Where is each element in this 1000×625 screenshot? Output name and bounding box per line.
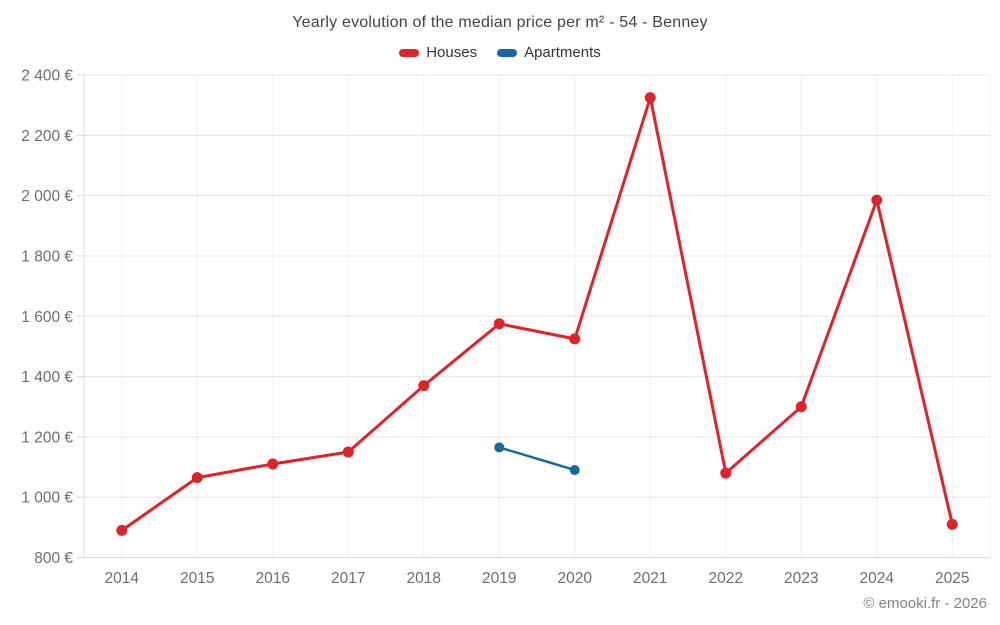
x-tick-label: 2018	[407, 570, 441, 587]
legend-label: Apartments	[524, 44, 601, 61]
y-tick-label: 2 200 €	[21, 128, 73, 145]
x-tick-label: 2014	[105, 570, 140, 587]
legend: Houses Apartments	[0, 44, 1000, 61]
x-tick-label: 2015	[180, 570, 214, 587]
x-tick-label: 2023	[784, 570, 818, 587]
data-point-houses-2019[interactable]	[493, 318, 505, 330]
legend-marker-houses	[399, 48, 420, 57]
y-tick-label: 1 400 €	[21, 369, 73, 386]
data-point-houses-2016[interactable]	[267, 458, 279, 470]
data-point-houses-2017[interactable]	[342, 446, 354, 458]
y-tick-label: 1 800 €	[21, 248, 73, 265]
y-tick-label: 2 000 €	[21, 188, 73, 205]
legend-marker-apartments	[497, 48, 518, 57]
x-tick-label: 2016	[256, 570, 290, 587]
data-point-houses-2014[interactable]	[116, 524, 128, 536]
x-tick-label: 2021	[633, 570, 667, 587]
data-point-apartments-2020[interactable]	[569, 465, 580, 476]
series-line-apartments	[498, 446, 577, 472]
y-tick-label: 1 600 €	[21, 309, 73, 326]
data-point-houses-2018[interactable]	[418, 380, 430, 392]
x-tick-label: 2024	[860, 570, 895, 587]
data-point-houses-2025[interactable]	[946, 518, 958, 530]
data-point-houses-2023[interactable]	[795, 401, 807, 413]
y-tick-label: 2 400 €	[21, 68, 73, 85]
legend-label: Houses	[426, 44, 478, 61]
legend-item-apartments[interactable]: Apartments	[497, 44, 601, 61]
data-point-houses-2021[interactable]	[644, 92, 656, 104]
x-tick-label: 2020	[558, 570, 593, 587]
x-tick-label: 2025	[935, 570, 969, 587]
data-point-houses-2015[interactable]	[191, 472, 203, 484]
x-tick-label: 2019	[482, 570, 516, 587]
data-point-houses-2022[interactable]	[720, 467, 732, 479]
y-tick-label: 800 €	[34, 550, 73, 567]
x-tick-label: 2017	[331, 570, 365, 587]
copyright-footer: © emooki.fr - 2026	[863, 595, 987, 612]
data-point-houses-2020[interactable]	[569, 333, 581, 345]
legend-item-houses[interactable]: Houses	[399, 44, 477, 61]
series-line-houses	[120, 96, 954, 532]
data-point-houses-2024[interactable]	[871, 194, 883, 206]
y-tick-label: 1 200 €	[21, 429, 73, 446]
chart-title: Yearly evolution of the median price per…	[292, 14, 708, 31]
x-tick-label: 2022	[709, 570, 743, 587]
y-tick-label: 1 000 €	[21, 490, 73, 507]
data-point-apartments-2019[interactable]	[494, 442, 505, 453]
